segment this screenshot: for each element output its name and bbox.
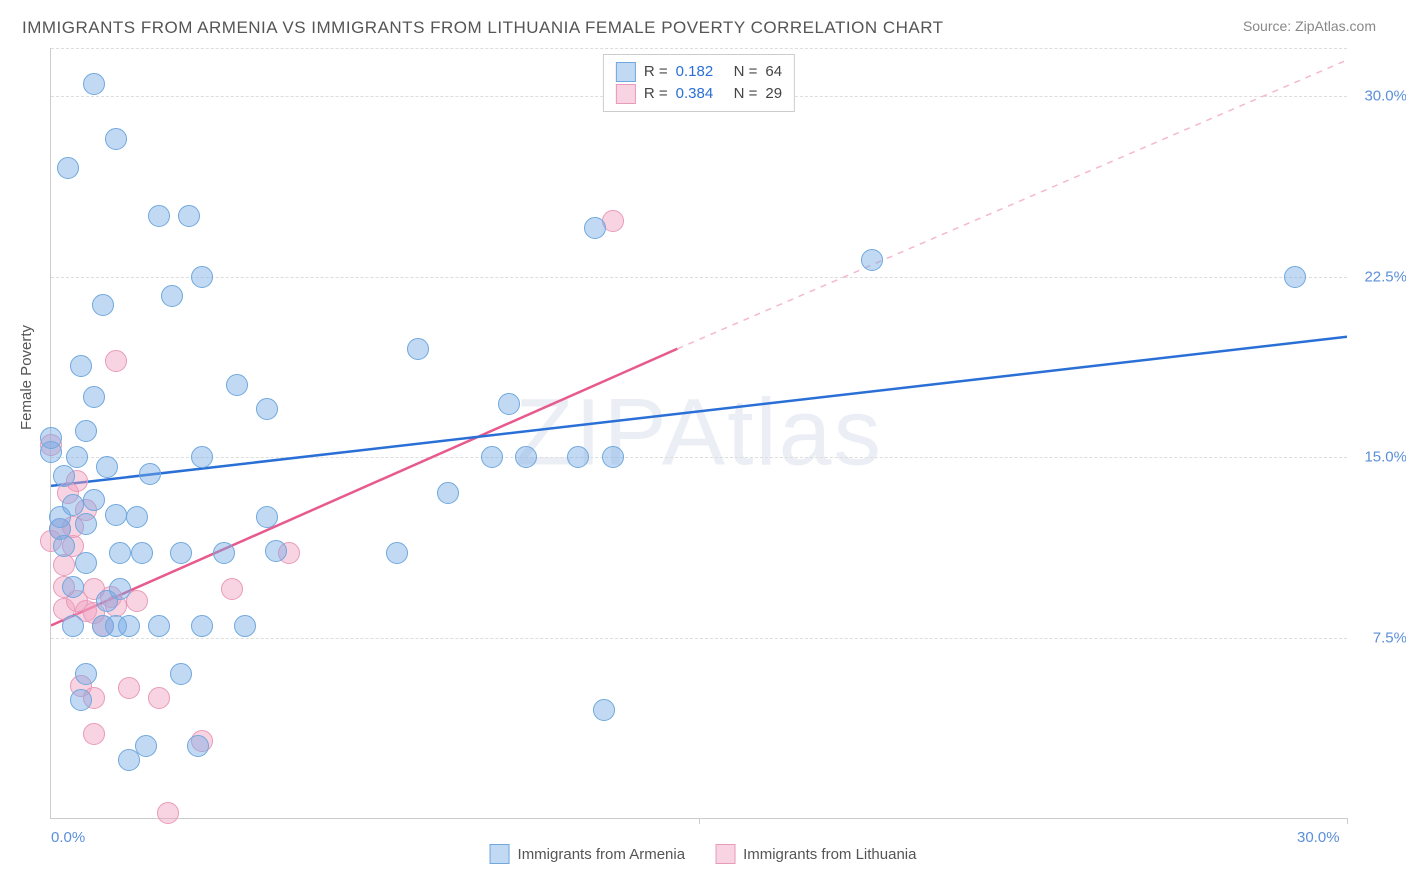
legend-n-label: N =: [734, 83, 758, 105]
y-axis-label: Female Poverty: [18, 325, 35, 430]
series-swatch-lithuania: [715, 844, 735, 864]
legend-n-label: N =: [734, 61, 758, 83]
source-label: Source: ZipAtlas.com: [1243, 18, 1376, 34]
chart-title: IMMIGRANTS FROM ARMENIA VS IMMIGRANTS FR…: [22, 18, 944, 38]
legend-r-value-armenia: 0.182: [676, 61, 726, 83]
legend-r-value-lithuania: 0.384: [676, 83, 726, 105]
series-legend-lithuania: Immigrants from Lithuania: [715, 844, 916, 864]
series-label-lithuania: Immigrants from Lithuania: [743, 846, 916, 863]
series-legend-armenia: Immigrants from Armenia: [490, 844, 686, 864]
chart-plot-area: ZIPAtlas R = 0.182 N = 64 R = 0.384 N = …: [50, 48, 1347, 819]
watermark-text: ZIPAtlas: [515, 379, 883, 488]
legend-swatch-lithuania: [616, 84, 636, 104]
correlation-legend: R = 0.182 N = 64 R = 0.384 N = 29: [603, 54, 795, 112]
series-label-armenia: Immigrants from Armenia: [518, 846, 686, 863]
series-swatch-armenia: [490, 844, 510, 864]
trend-lines: [51, 48, 1347, 818]
legend-swatch-armenia: [616, 62, 636, 82]
legend-n-value-lithuania: 29: [765, 83, 782, 105]
legend-r-label: R =: [644, 61, 668, 83]
legend-row-lithuania: R = 0.384 N = 29: [616, 83, 782, 105]
legend-r-label: R =: [644, 83, 668, 105]
legend-row-armenia: R = 0.182 N = 64: [616, 61, 782, 83]
legend-n-value-armenia: 64: [765, 61, 782, 83]
series-legend: Immigrants from Armenia Immigrants from …: [490, 844, 917, 864]
